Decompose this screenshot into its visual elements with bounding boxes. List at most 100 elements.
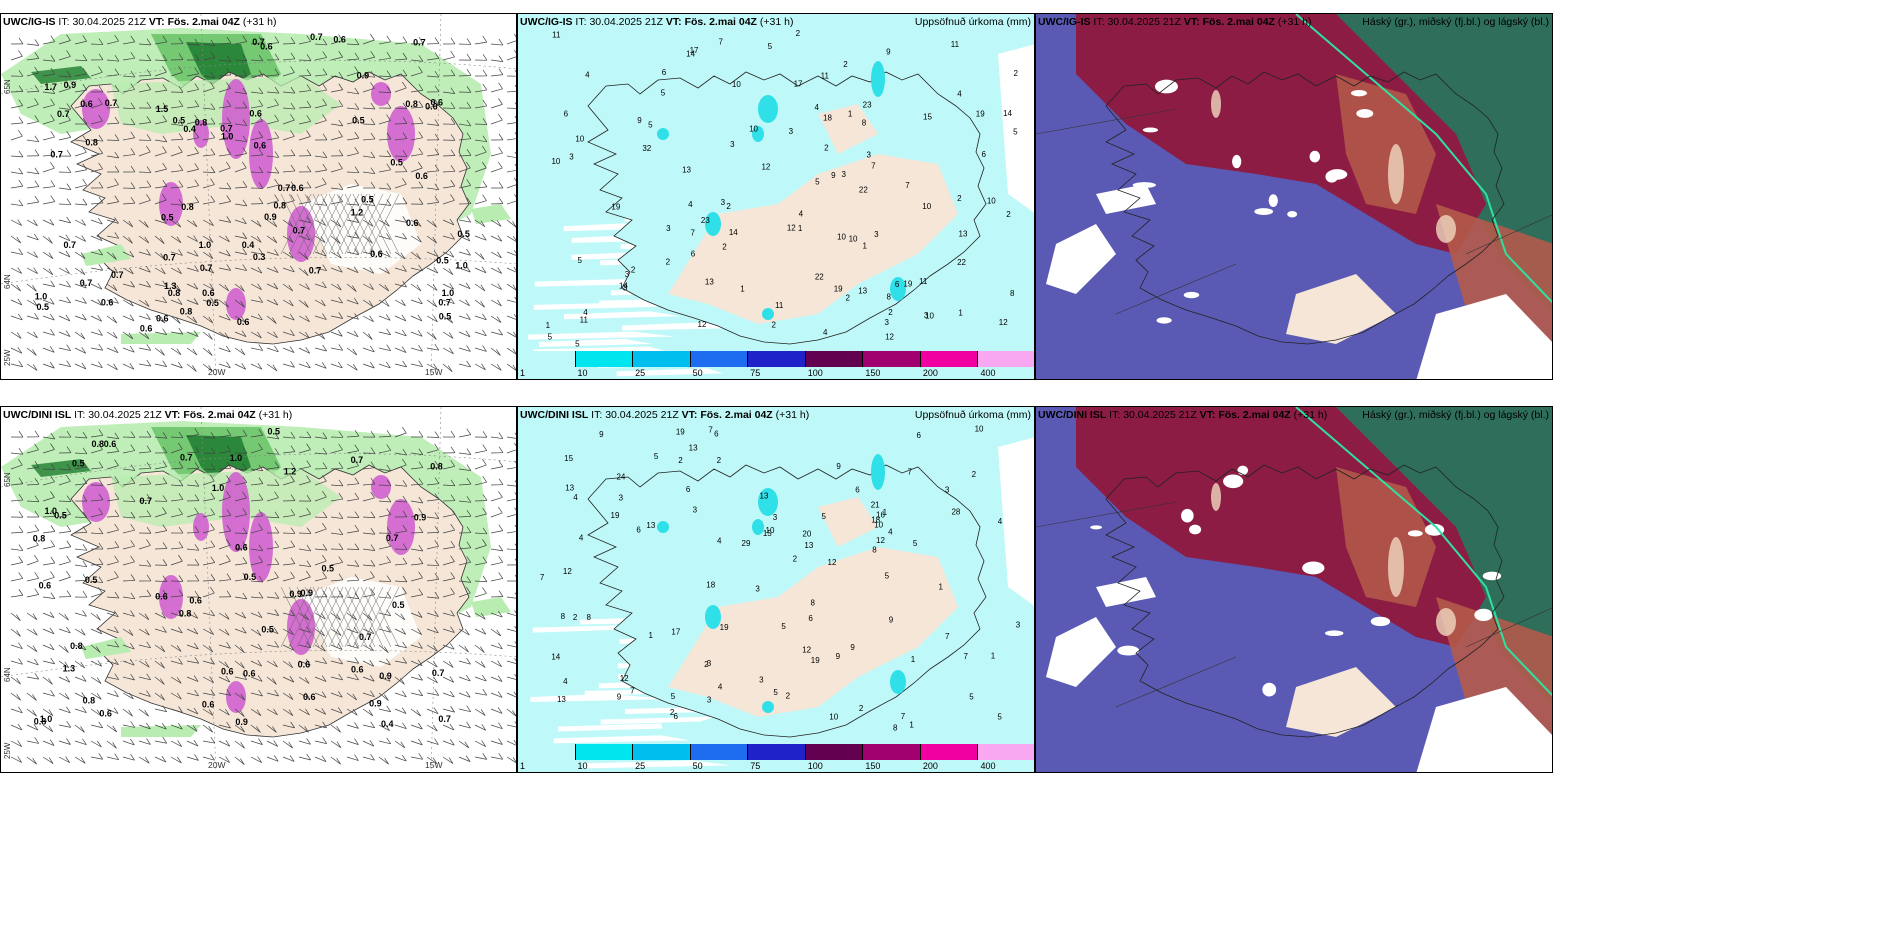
wind-barb bbox=[426, 299, 437, 308]
wind-barb-flag bbox=[113, 363, 118, 370]
precip-value: 5 bbox=[821, 512, 826, 521]
wind-barb bbox=[282, 43, 296, 45]
wind-barb bbox=[186, 363, 197, 372]
wind-barb-flag bbox=[82, 178, 87, 186]
wind-barb-flag bbox=[178, 658, 183, 665]
wind-barb-flag bbox=[81, 235, 87, 242]
precip-value: 8 bbox=[586, 613, 591, 622]
value-label: 0.6 bbox=[260, 42, 273, 52]
wind-barb bbox=[394, 692, 407, 698]
wind-barb-flag bbox=[66, 590, 72, 597]
wind-barb-flag bbox=[354, 592, 360, 599]
wind-barb-flag bbox=[290, 494, 296, 501]
precip-value: 2 bbox=[888, 308, 893, 317]
wind-barb-flag bbox=[418, 100, 424, 108]
wind-barb-flag bbox=[176, 220, 182, 228]
wind-barb-flag bbox=[449, 676, 455, 683]
clear-area bbox=[1416, 687, 1552, 772]
wind-barb-flag bbox=[112, 742, 117, 749]
wind-barb bbox=[186, 235, 198, 242]
value-label: 0.6 bbox=[202, 288, 215, 298]
wind-barb-flag bbox=[367, 333, 373, 340]
wind-barb-flag bbox=[96, 709, 102, 716]
wind-barb bbox=[202, 676, 214, 683]
wind-barb-flag bbox=[65, 756, 70, 763]
wind-barb bbox=[362, 708, 374, 717]
wind-barb bbox=[58, 628, 71, 634]
wind-barb-flag bbox=[98, 53, 104, 61]
wind-barb-flag bbox=[450, 102, 456, 109]
wind-barb-flag bbox=[434, 52, 440, 59]
wind-barb bbox=[74, 740, 87, 746]
wind-barb-flag bbox=[338, 149, 344, 156]
wind-barb-flag bbox=[480, 709, 486, 716]
wind-barb-flag bbox=[336, 726, 341, 733]
wind-barb-flag bbox=[114, 101, 120, 108]
wind-barb bbox=[58, 331, 71, 337]
wind-barb bbox=[362, 75, 375, 78]
wind-barb-flag bbox=[416, 220, 422, 227]
wind-barb bbox=[426, 596, 439, 599]
wind-barb-flag bbox=[321, 691, 327, 698]
precip-value: 12 bbox=[999, 318, 1008, 327]
wind-barb bbox=[186, 467, 199, 470]
value-label: 0.8 bbox=[168, 288, 181, 298]
wind-barb-flag bbox=[146, 101, 152, 109]
precip-value: 2 bbox=[796, 29, 801, 38]
wind-barb-flag bbox=[49, 218, 55, 226]
wind-barb-flag bbox=[400, 678, 405, 685]
wind-barb bbox=[154, 708, 167, 713]
wind-barb bbox=[90, 202, 103, 205]
wind-barb bbox=[394, 267, 407, 272]
wind-barb bbox=[410, 331, 423, 337]
wind-barb bbox=[378, 57, 391, 61]
wind-barb-flag bbox=[498, 113, 503, 121]
wind-barb-flag bbox=[177, 692, 182, 700]
wind-barb bbox=[10, 740, 22, 747]
wind-barb bbox=[394, 42, 407, 45]
lat-label-65n: 65N bbox=[3, 79, 12, 94]
wind-barb-flag bbox=[450, 460, 455, 467]
precip-value: 3 bbox=[625, 270, 630, 279]
wind-barb bbox=[506, 612, 516, 617]
wind-barb bbox=[298, 532, 312, 534]
wind-barb-flag bbox=[337, 330, 343, 337]
wind-barb-flag bbox=[402, 265, 407, 272]
wind-barb bbox=[442, 235, 455, 240]
wind-barb bbox=[10, 235, 21, 244]
wind-barb-flag bbox=[49, 643, 55, 651]
wind-barb-flag bbox=[480, 300, 485, 308]
wind-barb bbox=[394, 283, 407, 288]
lon-label-25w: 25W bbox=[3, 349, 12, 366]
wind-barb bbox=[266, 347, 279, 353]
wind-barb-flag bbox=[482, 753, 488, 760]
wind-barb-flag bbox=[130, 148, 136, 155]
wind-barb-flag bbox=[226, 524, 232, 532]
wind-barb bbox=[314, 724, 327, 729]
hatch-line bbox=[312, 193, 344, 255]
wind-barb-flag bbox=[450, 572, 455, 579]
wind-barb-flag bbox=[177, 267, 182, 274]
wind-barb-flag bbox=[194, 480, 200, 487]
wind-barb-flag bbox=[128, 332, 134, 340]
precip-value: 6 bbox=[855, 485, 860, 494]
wind-barb-flag bbox=[18, 448, 24, 455]
wind-barb bbox=[122, 580, 136, 582]
wind-barb bbox=[90, 467, 103, 470]
value-label: 0.5 bbox=[206, 298, 219, 308]
wind-barb-flag bbox=[50, 657, 55, 665]
wind-barb bbox=[330, 724, 341, 733]
streak bbox=[600, 716, 717, 725]
wind-barb-flag bbox=[242, 476, 248, 483]
wind-barb bbox=[218, 530, 231, 534]
wind-barb-flag bbox=[354, 738, 359, 745]
wind-barb-flag bbox=[322, 590, 328, 597]
wind-barb bbox=[346, 676, 359, 681]
wind-barb bbox=[458, 452, 471, 455]
precip-value: 3 bbox=[867, 151, 872, 160]
wind-barb bbox=[138, 43, 151, 46]
wind-barb-flag bbox=[80, 332, 86, 340]
precip-value: 8 bbox=[1010, 289, 1015, 298]
colorbar-label: 50 bbox=[692, 368, 703, 378]
wind-barb bbox=[138, 676, 151, 681]
